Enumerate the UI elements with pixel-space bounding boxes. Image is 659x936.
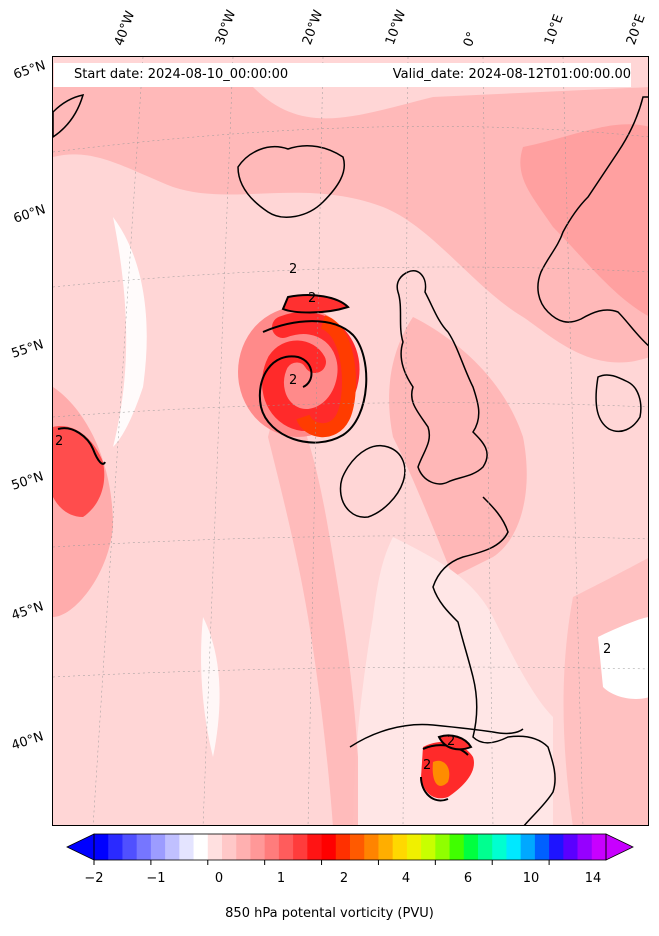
colorbar-cell (364, 834, 379, 860)
colorbar-cell (321, 834, 337, 860)
pv-white-patch (201, 617, 220, 757)
lat-label-45n: 45°N (9, 599, 46, 624)
contour-label: 2 (55, 434, 63, 449)
colorbar-cell (435, 834, 450, 860)
contour-label: 2 (308, 291, 316, 306)
colorbar-cell (421, 834, 436, 860)
lon-label-10w: 10°W (382, 8, 410, 47)
colorbar-tick-label: 14 (584, 871, 602, 886)
contour-label: 2 (603, 642, 611, 657)
pv-band-streamer (268, 377, 358, 825)
colorbar-cell (122, 834, 138, 860)
colorbar-cell (222, 834, 237, 860)
pv-white-patch-east (598, 617, 648, 699)
coastline-greenland (53, 94, 85, 138)
colorbar-cell (478, 834, 493, 860)
lat-label-40n: 40°N (9, 729, 46, 754)
colorbar-tick-label: −2 (84, 871, 104, 886)
colorbar-cell (136, 834, 152, 860)
colorbar (66, 833, 634, 865)
colorbar-cell (350, 834, 365, 860)
lon-label-30w: 30°W (212, 8, 240, 47)
contour-label: 2 (289, 373, 297, 388)
colorbar-cell (549, 834, 564, 860)
colorbar-cell (563, 834, 578, 860)
coastline-continent (432, 496, 556, 825)
colorbar-cell (463, 834, 479, 860)
pv-west-max (53, 426, 105, 517)
lat-label-65n: 65°N (11, 58, 48, 83)
colorbar-cell (506, 834, 522, 860)
colorbar-label: 850 hPa potental vorticity (PVU) (225, 906, 434, 921)
contour-label: 2 (447, 734, 455, 749)
lon-label-10e: 10°E (541, 12, 567, 48)
colorbar-cell (406, 834, 422, 860)
colorbar-cell (165, 834, 180, 860)
lat-label-55n: 55°N (9, 337, 46, 362)
pv-white-streak (113, 217, 147, 447)
pv-region-biscay (353, 537, 553, 825)
colorbar-min-arrow (66, 833, 95, 861)
coastline-great-britain (396, 270, 488, 485)
iberia-pv-max (420, 734, 474, 802)
colorbar-cell (335, 834, 351, 860)
colorbar-tick-label: −1 (146, 871, 166, 886)
graticule (53, 57, 648, 825)
info-bar: Start date: 2024-08-10_00:00:00 Valid_da… (54, 63, 631, 87)
colorbar-cell (264, 834, 280, 860)
cyclone-spiral (238, 294, 368, 444)
coastline-scandinavia (537, 96, 648, 347)
lat-label-50n: 50°N (9, 469, 46, 494)
colorbar-tick-label: 4 (401, 871, 411, 886)
contour-label: 2 (289, 262, 297, 277)
colorbar-cell (392, 834, 408, 860)
colorbar-cell (534, 834, 550, 860)
colorbar-cell (193, 834, 209, 860)
colorbar-max-arrow (605, 833, 634, 861)
pv-region-british-isles (389, 317, 527, 577)
colorbar-tick-label: 2 (339, 871, 349, 886)
colorbar-outline (93, 833, 607, 861)
map-panel: 2 2 2 2 2 2 2 Start date: 2024-08-10_00:… (52, 56, 649, 826)
colorbar-tick-label: 1 (276, 871, 286, 886)
colorbar-cell (449, 834, 465, 860)
lon-label-20w: 20°W (299, 8, 327, 47)
colorbar-cell (150, 834, 166, 860)
colorbar-cell (179, 834, 194, 860)
lon-label-40w: 40°W (111, 9, 139, 48)
colorbar-cell (94, 834, 109, 860)
lon-label-0: 0° (460, 29, 481, 49)
coastline-iceland (237, 145, 345, 218)
colorbar-cell (577, 834, 593, 860)
pv-region-norway (520, 124, 648, 316)
start-date-label: Start date: 2024-08-10_00:00:00 (74, 67, 289, 82)
colorbar-cell (236, 834, 251, 860)
colorbar-cell (207, 834, 223, 860)
contour-label: 2 (423, 758, 431, 773)
coastline-ireland (339, 445, 406, 518)
lat-label-60n: 60°N (11, 202, 48, 227)
colorbar-cells (94, 834, 607, 860)
colorbar-cell (250, 834, 266, 860)
valid-date-label: Valid_date: 2024-08-12T01:00:00.00 (392, 67, 631, 82)
colorbar-cell (378, 834, 394, 860)
colorbar-cell (293, 834, 308, 860)
coastline-denmark (595, 374, 642, 433)
coastline-iberia-north (349, 723, 524, 748)
colorbar-tick-label: 0 (214, 871, 224, 886)
colorbar-cell (520, 834, 536, 860)
colorbar-tick-label: 10 (522, 871, 540, 886)
pv-region-north (53, 87, 648, 363)
colorbar-cell (108, 834, 123, 860)
lon-label-20e: 20°E (623, 12, 649, 48)
colorbar-cell (591, 834, 607, 860)
colorbar-tick-label: 6 (463, 871, 473, 886)
pv-field-map: 2 2 2 2 2 2 2 (53, 57, 648, 825)
colorbar-cell (307, 834, 322, 860)
colorbar-cell (278, 834, 294, 860)
colorbar-cell (492, 834, 507, 860)
